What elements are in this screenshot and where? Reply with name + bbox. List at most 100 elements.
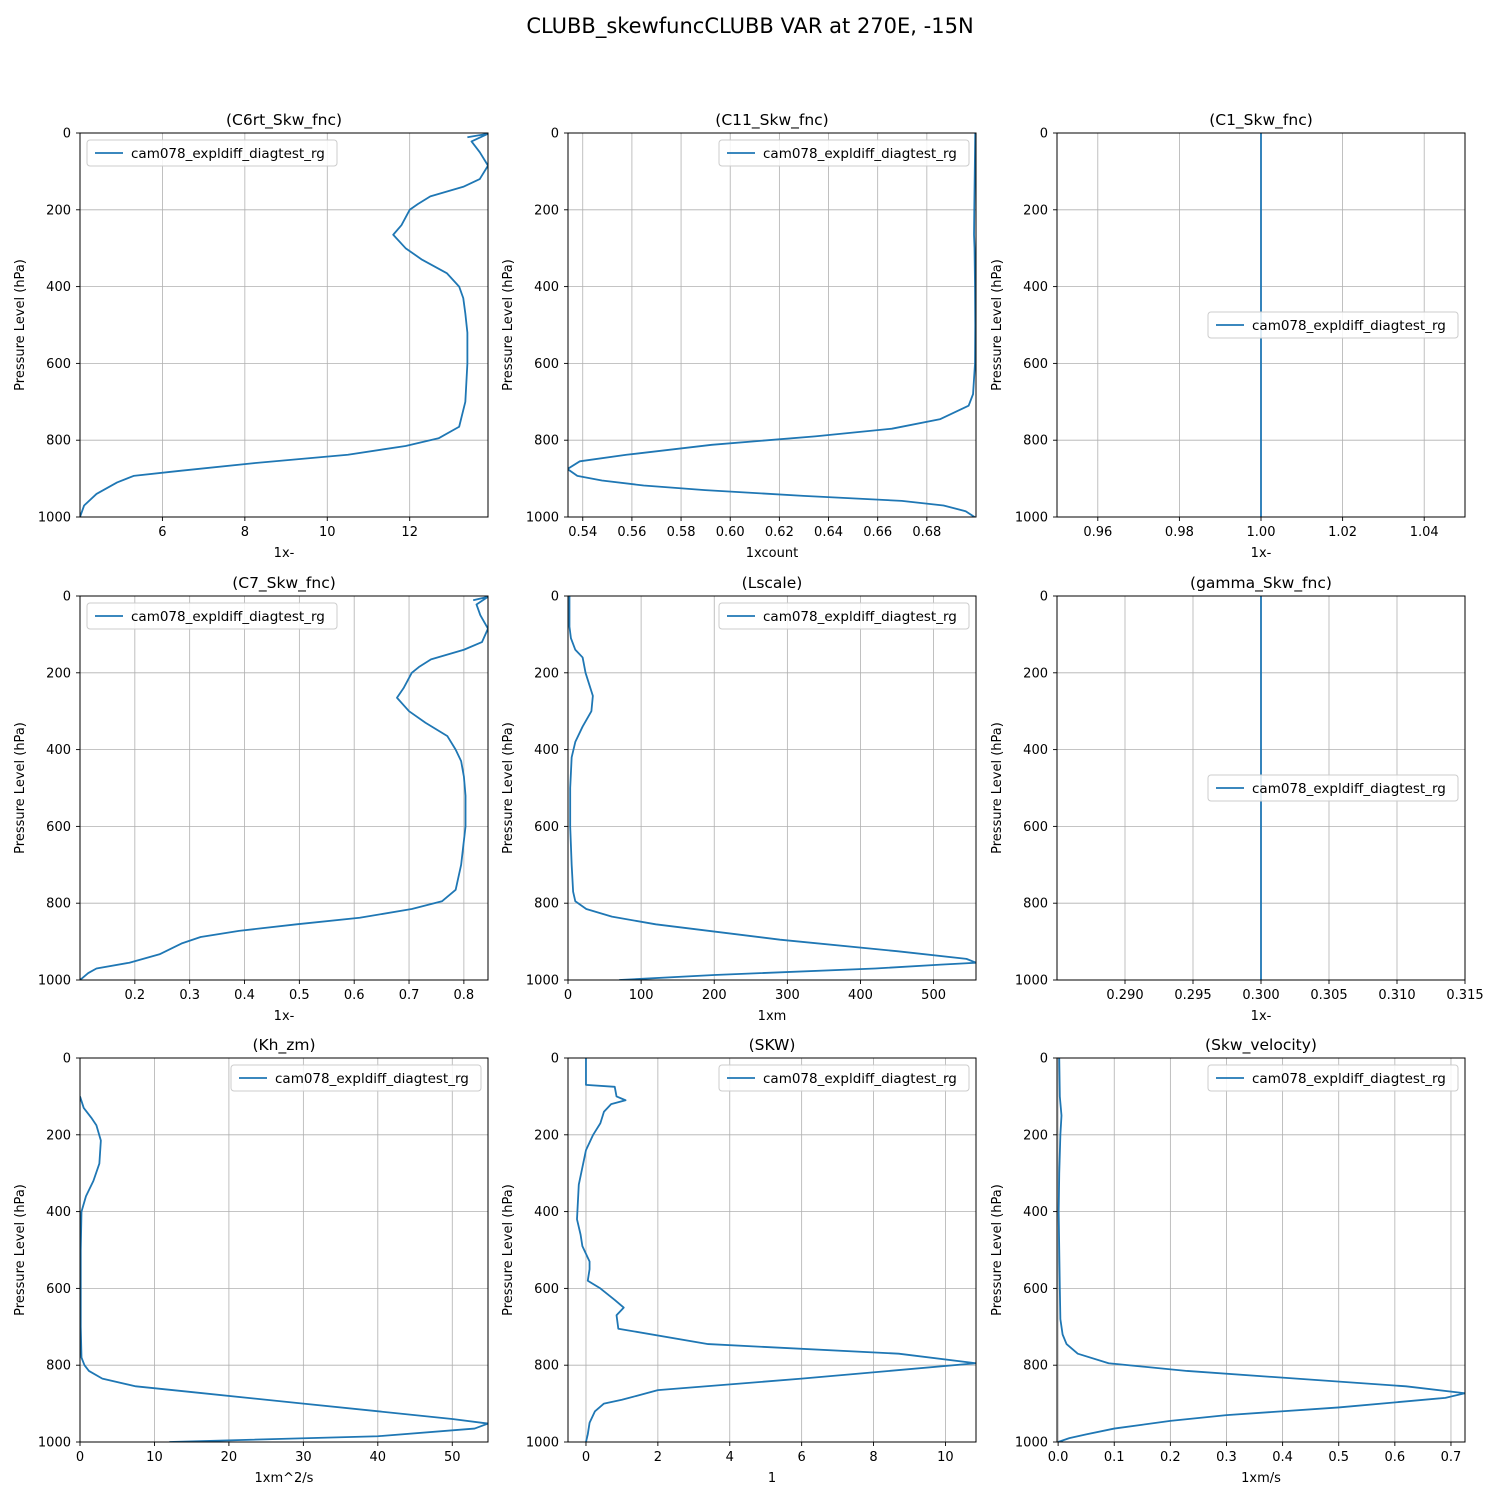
y-tick-label: 0 (1040, 1052, 1048, 1067)
x-tick-label: 1.02 (1328, 525, 1357, 540)
y-tick-label: 800 (1023, 1359, 1048, 1374)
x-tick-label: 400 (848, 988, 873, 1003)
x-axis-label: 1 (768, 1471, 776, 1486)
legend-label: cam078_expldiff_diagtest_rg (131, 609, 325, 625)
x-tick-label: 1.04 (1410, 525, 1439, 540)
legend-label: cam078_expldiff_diagtest_rg (275, 1071, 469, 1087)
y-tick-label: 600 (534, 820, 559, 835)
legend-label: cam078_expldiff_diagtest_rg (131, 146, 325, 162)
y-tick-label: 200 (46, 666, 71, 681)
x-tick-label: 0 (564, 988, 572, 1003)
y-tick-label: 0 (551, 590, 559, 605)
y-tick-label: 400 (1023, 743, 1048, 758)
y-tick-label: 1000 (1015, 974, 1048, 989)
x-tick-label: 0.62 (765, 525, 794, 540)
x-tick-label: 0.58 (667, 525, 696, 540)
x-tick-label: 0.6 (344, 988, 365, 1003)
y-tick-label: 1000 (38, 974, 71, 989)
x-tick-label: 10 (146, 1450, 163, 1465)
subplot-1: 6 8 10 12 0 200 400 600 800 1000 (C6rt_Skw_fnc) 1x-… (13, 111, 489, 561)
y-tick-label: 200 (1023, 1128, 1048, 1143)
x-tick-label: 0.7 (1441, 1450, 1462, 1465)
x-tick-label: 0.98 (1165, 525, 1194, 540)
x-tick-label: 0.7 (399, 988, 420, 1003)
y-tick-label: 200 (46, 1128, 71, 1143)
subplot-8: 0 2 4 6 8 10 0 200 400 600 800 1000 (SKW) 1 Pressure L… (501, 1036, 977, 1486)
x-axis-label: 1xm/s (1241, 1471, 1281, 1486)
x-tick-label: 0.4 (1272, 1450, 1293, 1465)
x-tick-label: 4 (726, 1450, 734, 1465)
legend: cam078_expldiff_diagtest_rg (718, 602, 970, 630)
x-tick-label: 0.64 (814, 525, 843, 540)
axes-frame (567, 1057, 977, 1443)
subplot-6: 0.290 0.295 0.300 0.305 0.310 0.315 0 200 400 600… (990, 574, 1484, 1024)
x-tick-label: 1.00 (1247, 525, 1276, 540)
y-tick-label: 400 (46, 1205, 71, 1220)
y-tick-label: 600 (1023, 357, 1048, 372)
subplot-4: 0.2 0.3 0.4 0.5 0.6 0.7 0.8 0 200 400 600 800 1000 (C… (13, 574, 489, 1024)
subplot-3: 0.96 0.98 1.00 1.02 1.04 0 200 400 600 800 1000 (C1… (990, 111, 1466, 561)
y-tick-label: 600 (46, 1282, 71, 1297)
y-tick-label: 200 (1023, 203, 1048, 218)
y-tick-label: 600 (534, 357, 559, 372)
series-line (80, 596, 488, 980)
legend-label: cam078_expldiff_diagtest_rg (1252, 318, 1446, 334)
subplot-title: (C1_Skw_fnc) (1209, 111, 1313, 130)
x-tick-label: 0.5 (1328, 1450, 1349, 1465)
x-tick-label: 0.0 (1048, 1450, 1069, 1465)
x-tick-label: 30 (295, 1450, 312, 1465)
x-tick-label: 50 (444, 1450, 461, 1465)
subplot-7: 0 10 20 30 40 50 0 200 400 600 800 1000 (Kh_zm) 1xm^2… (13, 1036, 489, 1486)
y-tick-label: 0 (551, 1052, 559, 1067)
legend-label: cam078_expldiff_diagtest_rg (763, 1071, 957, 1087)
x-tick-label: 200 (702, 988, 727, 1003)
x-tick-label: 0.96 (1083, 525, 1112, 540)
legend-box (86, 139, 338, 167)
x-tick-label: 10 (937, 1450, 954, 1465)
legend-box (230, 1064, 482, 1092)
axes-frame (567, 595, 977, 981)
y-tick-label: 800 (534, 434, 559, 449)
x-tick-label: 0.66 (863, 525, 892, 540)
x-tick-label: 6 (158, 525, 166, 540)
y-tick-label: 800 (46, 1359, 71, 1374)
series-line (80, 133, 488, 517)
subplot-title: (gamma_Skw_fnc) (1190, 574, 1332, 593)
x-tick-label: 100 (629, 988, 654, 1003)
x-tick-label: 8 (241, 525, 249, 540)
x-axis-label: 1x- (1251, 546, 1272, 561)
x-axis-label: 1x- (274, 546, 295, 561)
x-tick-label: 0.295 (1174, 988, 1211, 1003)
legend: cam078_expldiff_diagtest_rg (1207, 1064, 1459, 1092)
x-tick-label: 0 (582, 1450, 590, 1465)
legend-label: cam078_expldiff_diagtest_rg (1252, 1071, 1446, 1087)
legend: cam078_expldiff_diagtest_rg (718, 139, 970, 167)
subplot-9: 0.0 0.1 0.2 0.3 0.4 0.5 0.6 0.7 0 200 400 600 800 100… (990, 1036, 1466, 1486)
y-tick-label: 800 (534, 897, 559, 912)
y-tick-label: 0 (63, 127, 71, 142)
y-tick-label: 800 (1023, 434, 1048, 449)
y-axis-label: Pressure Level (hPa) (13, 1184, 28, 1316)
x-tick-label: 20 (221, 1450, 238, 1465)
x-tick-label: 0.54 (568, 525, 597, 540)
legend-box (86, 602, 338, 630)
subplot-title: (Skw_velocity) (1205, 1036, 1317, 1055)
y-tick-label: 600 (534, 1282, 559, 1297)
y-tick-label: 1000 (38, 1436, 71, 1451)
x-tick-label: 0.4 (234, 988, 255, 1003)
x-tick-label: 300 (775, 988, 800, 1003)
y-tick-label: 1000 (1015, 1436, 1048, 1451)
x-tick-label: 0.310 (1378, 988, 1415, 1003)
legend: cam078_expldiff_diagtest_rg (86, 602, 338, 630)
y-tick-label: 1000 (526, 1436, 559, 1451)
subplot-2: 0.54 0.56 0.58 0.60 0.62 0.64 0.66 0.68 0 200 400 6… (501, 111, 977, 561)
x-tick-label: 0.290 (1106, 988, 1143, 1003)
y-tick-label: 600 (46, 820, 71, 835)
x-tick-label: 2 (654, 1450, 662, 1465)
y-axis-label: Pressure Level (hPa) (501, 1184, 516, 1316)
x-tick-label: 40 (370, 1450, 387, 1465)
y-tick-label: 1000 (526, 974, 559, 989)
x-tick-label: 0.68 (912, 525, 941, 540)
x-tick-label: 0 (76, 1450, 84, 1465)
